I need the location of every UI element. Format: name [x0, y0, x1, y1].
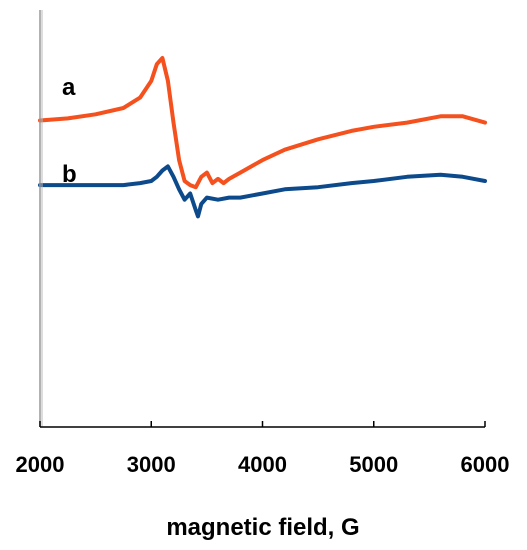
- x-tick-label-2000: 2000: [16, 452, 65, 477]
- x-tick-label-3000: 3000: [127, 452, 176, 477]
- plot-lines: [38, 56, 487, 219]
- x-axis-title: magnetic field, G: [166, 514, 359, 541]
- x-tick-label-6000: 6000: [461, 452, 510, 477]
- series-line-b: [38, 164, 487, 219]
- series-label-b: b: [62, 161, 77, 188]
- series-label-a: a: [62, 74, 76, 101]
- x-ticks: [39, 421, 486, 427]
- x-tick-label-4000: 4000: [238, 452, 287, 477]
- x-tick-label-5000: 5000: [349, 452, 398, 477]
- x-tick-labels: 2000 3000 4000 5000 6000: [16, 452, 510, 477]
- series-line-a: [38, 56, 487, 190]
